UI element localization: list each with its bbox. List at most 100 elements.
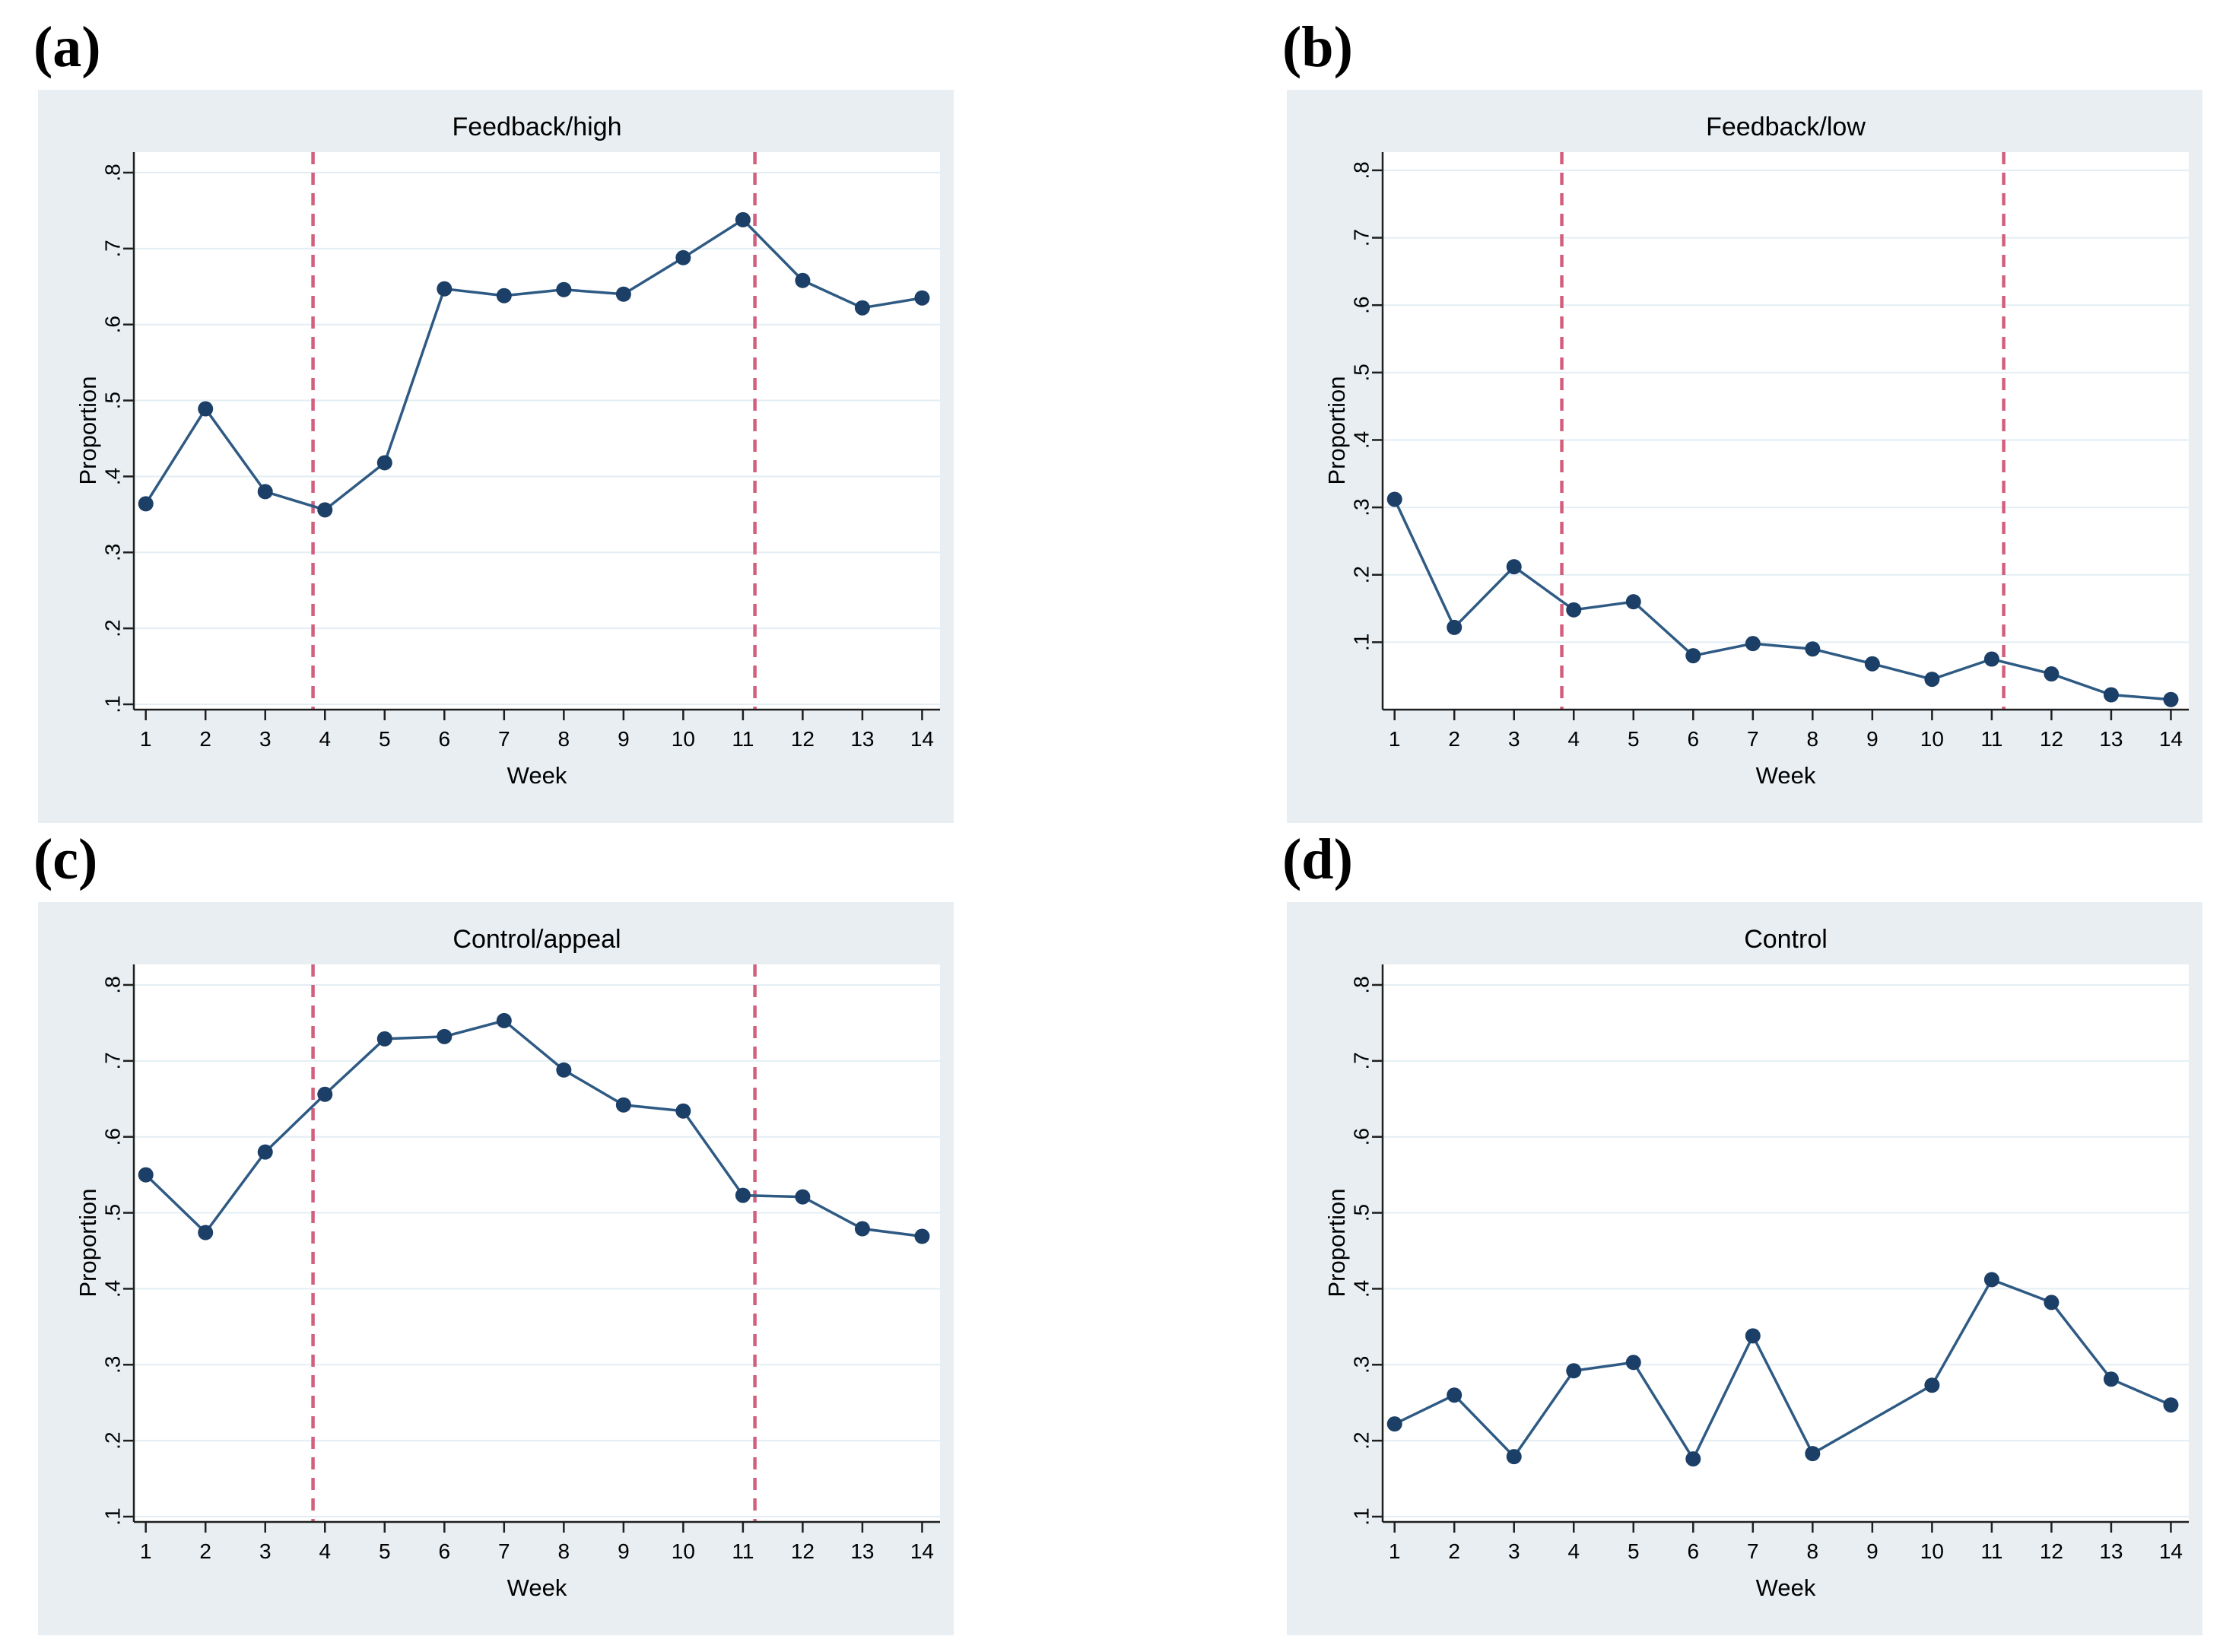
y-tick-label: .7 bbox=[101, 240, 125, 257]
x-tick-label: 3 bbox=[259, 1539, 272, 1563]
x-tick-label: 1 bbox=[140, 727, 152, 751]
data-point bbox=[1506, 1449, 1522, 1465]
data-point bbox=[1506, 559, 1522, 575]
x-tick-label: 1 bbox=[1389, 1539, 1401, 1563]
data-point bbox=[615, 1097, 631, 1113]
y-tick-label: .4 bbox=[101, 468, 125, 485]
x-tick-label: 11 bbox=[1980, 727, 2002, 751]
data-point bbox=[1386, 1416, 1402, 1432]
data-point bbox=[1447, 619, 1462, 635]
data-point bbox=[1625, 594, 1641, 610]
data-point bbox=[795, 272, 811, 288]
data-point bbox=[914, 290, 930, 306]
data-point bbox=[735, 211, 751, 227]
y-tick-label: .1 bbox=[101, 695, 125, 713]
data-point bbox=[1625, 1355, 1641, 1371]
data-point bbox=[138, 496, 154, 512]
plot-area bbox=[1383, 152, 2189, 710]
data-point bbox=[615, 286, 631, 302]
y-tick-label: .5 bbox=[1350, 1204, 1374, 1222]
x-tick-label: 4 bbox=[1567, 1539, 1580, 1563]
data-point bbox=[854, 1221, 870, 1237]
x-axis-title: Week bbox=[1755, 762, 1816, 789]
x-tick-label: 2 bbox=[199, 727, 211, 751]
x-tick-label: 3 bbox=[1508, 727, 1520, 751]
x-tick-label: 12 bbox=[2040, 727, 2063, 751]
data-point bbox=[1924, 672, 1940, 688]
data-point bbox=[735, 1187, 751, 1203]
x-tick-label: 4 bbox=[319, 1539, 331, 1563]
y-tick-label: .1 bbox=[1350, 634, 1374, 651]
y-tick-label: .7 bbox=[101, 1052, 125, 1069]
y-tick-label: .2 bbox=[1350, 566, 1374, 583]
x-tick-label: 14 bbox=[2159, 727, 2183, 751]
x-tick-label: 13 bbox=[850, 1539, 874, 1563]
y-tick-label: .7 bbox=[1350, 229, 1374, 246]
x-tick-label: 5 bbox=[1628, 1539, 1640, 1563]
y-tick-label: .7 bbox=[1350, 1052, 1374, 1069]
data-point bbox=[1805, 1446, 1821, 1462]
data-point bbox=[1745, 636, 1761, 652]
data-point bbox=[376, 455, 392, 471]
x-tick-label: 3 bbox=[1508, 1539, 1520, 1563]
series-line bbox=[145, 218, 923, 512]
x-tick-label: 9 bbox=[1866, 727, 1879, 751]
data-point bbox=[2103, 687, 2119, 703]
y-tick-label: .4 bbox=[1350, 1280, 1374, 1298]
y-tick-label: .6 bbox=[101, 316, 125, 333]
data-point bbox=[198, 1225, 214, 1241]
x-tick-label: 5 bbox=[1628, 727, 1640, 751]
x-tick-label: 12 bbox=[791, 1539, 815, 1563]
data-point bbox=[496, 1012, 512, 1028]
y-tick-label: .5 bbox=[101, 1204, 125, 1222]
y-axis-title: Proportion bbox=[1323, 376, 1350, 485]
x-tick-label: 6 bbox=[1688, 1539, 1700, 1563]
data-point bbox=[138, 1167, 154, 1183]
data-point bbox=[2044, 1295, 2060, 1310]
chart-title: Feedback/low bbox=[1706, 113, 1866, 141]
line-chart-feedback-low: .1.2.3.4.5.6.7.81 2 3 4 5 6 7 8 9 10 11 12 13 14 bbox=[1350, 152, 2189, 751]
chart-title: Control/appeal bbox=[453, 925, 621, 954]
plot-area bbox=[1383, 964, 2189, 1522]
data-point bbox=[675, 249, 691, 265]
y-tick-label: .2 bbox=[1350, 1431, 1374, 1449]
data-point bbox=[2163, 1397, 2179, 1413]
y-tick-label: .6 bbox=[101, 1128, 125, 1145]
y-tick-label: .8 bbox=[1350, 976, 1374, 993]
x-tick-label: 7 bbox=[1747, 727, 1759, 751]
y-tick-label: .4 bbox=[101, 1280, 125, 1298]
x-tick-label: 9 bbox=[618, 1539, 630, 1563]
plot-area bbox=[134, 964, 940, 1522]
data-point bbox=[556, 1062, 572, 1078]
data-point bbox=[198, 401, 214, 417]
data-point bbox=[1983, 651, 1999, 667]
x-tick-label: 7 bbox=[498, 727, 510, 751]
line-chart-feedback-high: .1.2.3.4.5.6.7.81 2 3 4 5 6 7 8 9 10 11 12 13 14 bbox=[101, 152, 940, 751]
x-tick-label: 10 bbox=[672, 1539, 695, 1563]
x-tick-label: 2 bbox=[199, 1539, 211, 1563]
panel-label-d: (d) bbox=[1282, 828, 1353, 891]
y-axis-title: Proportion bbox=[75, 1188, 101, 1298]
x-tick-label: 8 bbox=[558, 727, 570, 751]
data-point bbox=[317, 1086, 333, 1102]
x-tick-label: 10 bbox=[672, 727, 695, 751]
data-point bbox=[795, 1189, 811, 1205]
data-point bbox=[1685, 1451, 1701, 1467]
data-point bbox=[1745, 1328, 1761, 1344]
x-axis-title: Week bbox=[1755, 1574, 1816, 1601]
chart-panel-feedback-high: .1.2.3.4.5.6.7.8 1 2 3 4 5 6 7 8 9 10 11 12 13 14 Feed… bbox=[38, 90, 954, 823]
y-tick-label: .8 bbox=[101, 976, 125, 993]
series-line bbox=[1393, 498, 2171, 701]
x-tick-label: 3 bbox=[259, 727, 272, 751]
x-tick-label: 10 bbox=[1920, 727, 1944, 751]
data-point bbox=[317, 502, 333, 518]
x-tick-label: 14 bbox=[910, 727, 934, 751]
line-chart-control: .1.2.3.4.5.6.7.81 2 3 4 5 6 7 8 9 10 11 12 13 14 bbox=[1350, 964, 2189, 1563]
y-tick-label: .8 bbox=[101, 164, 125, 181]
y-tick-label: .8 bbox=[1350, 161, 1374, 179]
y-tick-label: .3 bbox=[101, 544, 125, 561]
line-chart-control-appeal: .1.2.3.4.5.6.7.81 2 3 4 5 6 7 8 9 10 11 12 13 14 bbox=[101, 964, 940, 1563]
x-tick-label: 2 bbox=[1448, 727, 1460, 751]
y-tick-label: .6 bbox=[1350, 297, 1374, 314]
